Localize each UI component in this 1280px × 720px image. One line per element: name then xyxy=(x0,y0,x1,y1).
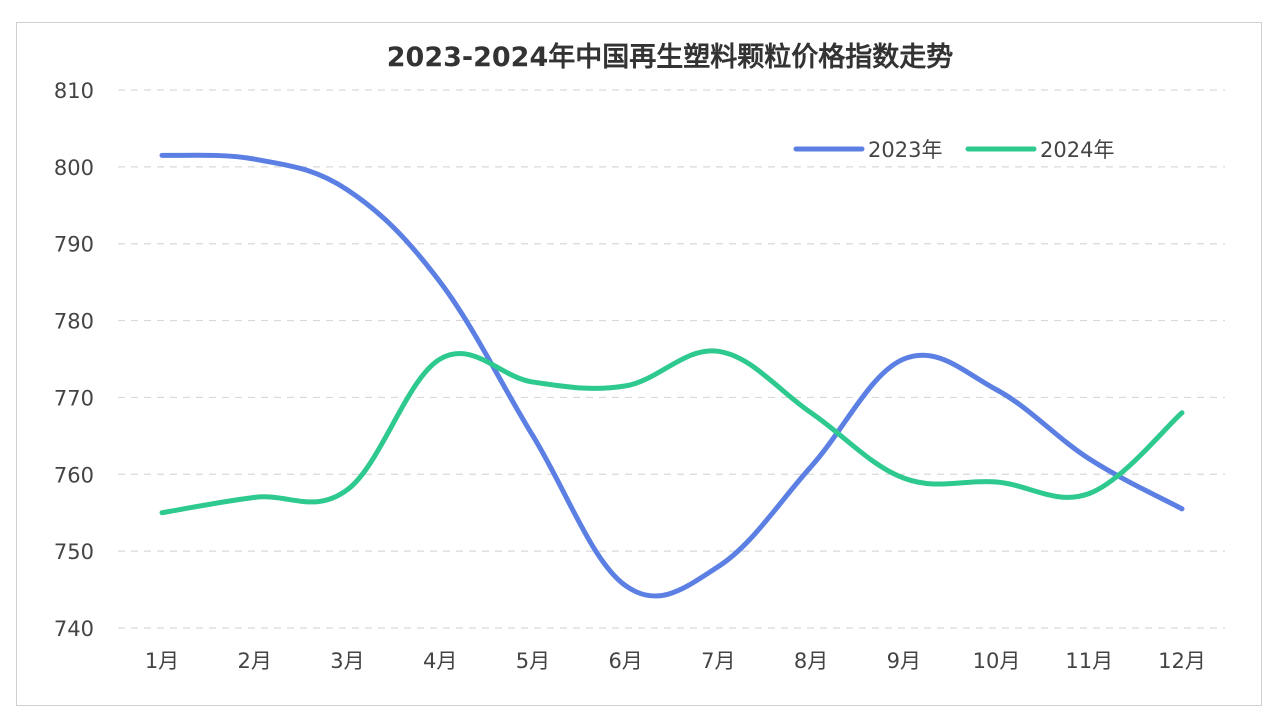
x-tick-label: 2月 xyxy=(238,649,272,673)
x-tick-label: 11月 xyxy=(1065,649,1113,673)
x-tick-label: 12月 xyxy=(1158,649,1206,673)
x-tick-label: 5月 xyxy=(516,649,550,673)
x-tick-label: 9月 xyxy=(887,649,921,673)
y-axis-ticks: 740 750 760 770 780 790 800 810 xyxy=(54,79,94,641)
chart-title: 2023-2024年中国再生塑料颗粒价格指数走势 xyxy=(387,41,954,73)
y-tick-label: 780 xyxy=(54,310,94,334)
legend-label-0: 2023年 xyxy=(868,138,942,162)
x-axis-ticks: 1月 2月 3月 4月 5月 6月 7月 8月 9月 10月 11月 12月 xyxy=(145,649,1206,673)
x-tick-label: 3月 xyxy=(330,649,364,673)
series-line-0 xyxy=(159,152,1185,599)
x-tick-label: 6月 xyxy=(608,649,642,673)
y-tick-label: 750 xyxy=(54,540,94,564)
series-line-1 xyxy=(159,348,1185,516)
legend-label-1: 2024年 xyxy=(1040,138,1114,162)
x-tick-label: 7月 xyxy=(701,649,735,673)
y-tick-label: 740 xyxy=(54,617,94,641)
series-lines xyxy=(159,152,1185,599)
y-tick-label: 810 xyxy=(54,79,94,103)
y-tick-label: 800 xyxy=(54,156,94,180)
x-tick-label: 4月 xyxy=(423,649,457,673)
x-tick-label: 8月 xyxy=(794,649,828,673)
y-tick-label: 770 xyxy=(54,386,94,410)
y-tick-label: 790 xyxy=(54,233,94,257)
x-tick-label: 1月 xyxy=(145,649,179,673)
x-tick-label: 10月 xyxy=(973,649,1021,673)
legend: 2023年 2024年 xyxy=(793,138,1114,162)
grid-lines xyxy=(118,89,1225,629)
y-tick-label: 760 xyxy=(54,463,94,487)
